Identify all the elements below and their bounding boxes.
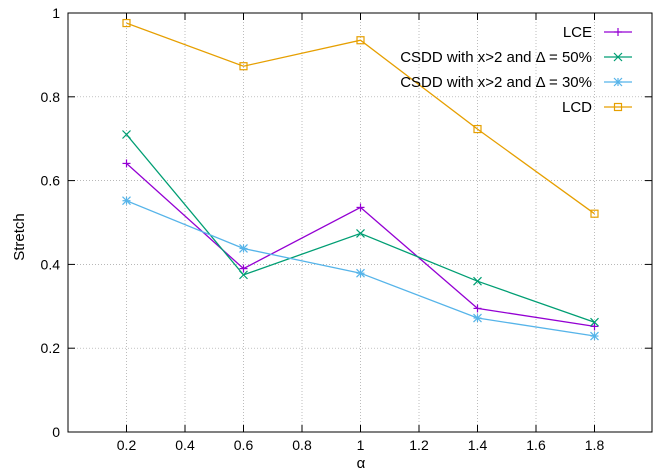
data-point xyxy=(123,131,131,139)
legend-entry: CSDD with x>2 and Δ = 30% xyxy=(400,74,632,91)
y-tick-label: 0.8 xyxy=(41,89,61,105)
data-point xyxy=(591,332,599,340)
x-axis-label: α xyxy=(357,455,366,472)
legend-entry: CSDD with x>2 and Δ = 50% xyxy=(400,49,632,66)
y-tick-label: 0.6 xyxy=(41,173,61,189)
data-point xyxy=(357,229,365,237)
legend-label: LCD xyxy=(562,99,592,116)
data-point xyxy=(123,197,131,205)
x-tick-label: 0.2 xyxy=(117,437,137,453)
y-tick-label: 1 xyxy=(52,5,60,21)
x-tick-label: 1.2 xyxy=(409,437,429,453)
legend-swatch-marker xyxy=(614,28,622,36)
legend-label: CSDD with x>2 and Δ = 50% xyxy=(400,49,592,66)
y-tick-label: 0.4 xyxy=(41,256,61,272)
legend-swatch-marker xyxy=(614,78,622,86)
data-point xyxy=(591,322,599,330)
legend-label: LCE xyxy=(563,24,592,41)
data-point xyxy=(474,314,482,322)
x-tick-label: 1.8 xyxy=(585,437,605,453)
x-tick-label: 1.6 xyxy=(526,437,546,453)
legend: LCE CSDD with x>2 and Δ = 50% CSDD with x>… xyxy=(400,24,632,116)
legend-entry: LCE xyxy=(563,24,632,41)
y-tick-label: 0.2 xyxy=(41,340,61,356)
x-tick-label: 0.8 xyxy=(292,437,312,453)
legend-entry: LCD xyxy=(562,99,632,116)
x-tick-label: 1 xyxy=(357,437,365,453)
data-point xyxy=(357,269,365,277)
y-axis-label: Stretch xyxy=(11,213,28,261)
x-tick-label: 0.6 xyxy=(234,437,254,453)
y-axis: 0 0.2 0.4 0.6 0.8 1 xyxy=(41,5,652,440)
x-tick-label: 1.4 xyxy=(468,437,488,453)
x-tick-label: 0.4 xyxy=(175,437,195,453)
data-point xyxy=(240,244,248,252)
legend-label: CSDD with x>2 and Δ = 30% xyxy=(400,74,592,91)
y-tick-label: 0 xyxy=(52,424,60,440)
